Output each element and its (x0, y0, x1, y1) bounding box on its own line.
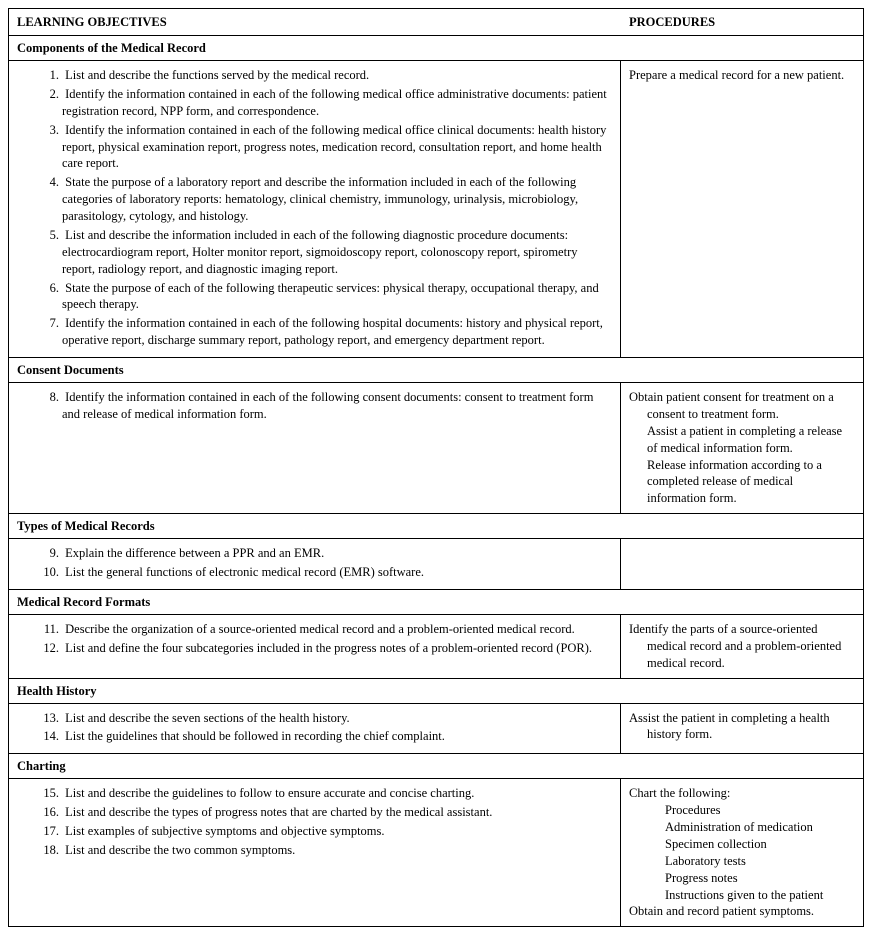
objectives-list: 9. Explain the difference between a PPR … (17, 545, 612, 581)
section-content-row: 9. Explain the difference between a PPR … (9, 539, 863, 590)
section-content-row: 8. Identify the information contained in… (9, 383, 863, 514)
procedure-line: Procedures (629, 802, 855, 819)
objective-item: 13. List and describe the seven sections… (62, 710, 612, 727)
procedure-line: Release information according to a (629, 457, 855, 474)
objective-item: 16. List and describe the types of progr… (62, 804, 612, 821)
objective-item: 11. Describe the organization of a sourc… (62, 621, 612, 638)
objective-number: 11. (45, 621, 59, 638)
procedure-line: Administration of medication (629, 819, 855, 836)
procedure-line: of medical information form. (629, 440, 855, 457)
objectives-table: LEARNING OBJECTIVES PROCEDURES Component… (8, 8, 864, 927)
objectives-list: 11. Describe the organization of a sourc… (17, 621, 612, 657)
table-header-row: LEARNING OBJECTIVES PROCEDURES (9, 9, 863, 36)
objective-number: 14. (45, 728, 59, 745)
objective-item: 1. List and describe the functions serve… (62, 67, 612, 84)
section-header: Components of the Medical Record (9, 36, 863, 61)
procedure-line: information form. (629, 490, 855, 507)
procedure-line: Specimen collection (629, 836, 855, 853)
objective-item: 18. List and describe the two common sym… (62, 842, 612, 859)
objective-number: 1. (45, 67, 59, 84)
objective-number: 6. (45, 280, 59, 297)
objective-item: 10. List the general functions of electr… (62, 564, 612, 581)
section-content-row: 11. Describe the organization of a sourc… (9, 615, 863, 679)
procedure-line: Chart the following: (629, 785, 855, 802)
procedure-line: Prepare a medical record for a new patie… (629, 67, 855, 84)
objectives-list: 8. Identify the information contained in… (17, 389, 612, 423)
objective-number: 3. (45, 122, 59, 139)
section-header: Consent Documents (9, 358, 863, 383)
objective-number: 17. (45, 823, 59, 840)
objective-number: 2. (45, 86, 59, 103)
procedure-line: Obtain patient consent for treatment on … (629, 389, 855, 406)
section-content-row: 1. List and describe the functions serve… (9, 61, 863, 358)
objective-number: 10. (45, 564, 59, 581)
objective-number: 13. (45, 710, 59, 727)
objective-number: 5. (45, 227, 59, 244)
objectives-cell: 13. List and describe the seven sections… (9, 704, 621, 754)
procedure-line: Assist a patient in completing a release (629, 423, 855, 440)
objective-item: 8. Identify the information contained in… (62, 389, 612, 423)
procedure-line: Instructions given to the patient (629, 887, 855, 904)
objective-number: 18. (45, 842, 59, 859)
procedure-line: medical record. (629, 655, 855, 672)
procedure-line: history form. (629, 726, 855, 743)
objectives-cell: 9. Explain the difference between a PPR … (9, 539, 621, 589)
procedure-line: Obtain and record patient symptoms. (629, 903, 855, 920)
section-content-row: 15. List and describe the guidelines to … (9, 779, 863, 926)
section-header: Types of Medical Records (9, 514, 863, 539)
procedure-line: medical record and a problem-oriented (629, 638, 855, 655)
header-procedures: PROCEDURES (621, 9, 863, 35)
objective-item: 17. List examples of subjective symptoms… (62, 823, 612, 840)
procedures-cell: Chart the following:ProceduresAdministra… (621, 779, 863, 926)
objective-item: 2. Identify the information contained in… (62, 86, 612, 120)
objectives-list: 15. List and describe the guidelines to … (17, 785, 612, 859)
procedures-cell: Assist the patient in completing a healt… (621, 704, 863, 754)
objective-number: 12. (45, 640, 59, 657)
procedure-line: Identify the parts of a source-oriented (629, 621, 855, 638)
procedure-line: Assist the patient in completing a healt… (629, 710, 855, 727)
objective-item: 6. State the purpose of each of the foll… (62, 280, 612, 314)
procedures-cell: Identify the parts of a source-orientedm… (621, 615, 863, 678)
section-header: Health History (9, 679, 863, 704)
objective-item: 5. List and describe the information inc… (62, 227, 612, 278)
objective-number: 9. (45, 545, 59, 562)
section-header: Charting (9, 754, 863, 779)
objective-item: 3. Identify the information contained in… (62, 122, 612, 173)
objective-number: 8. (45, 389, 59, 406)
procedure-line: Progress notes (629, 870, 855, 887)
procedure-line: Laboratory tests (629, 853, 855, 870)
procedure-line: consent to treatment form. (629, 406, 855, 423)
objectives-list: 13. List and describe the seven sections… (17, 710, 612, 746)
objective-item: 7. Identify the information contained in… (62, 315, 612, 349)
section-content-row: 13. List and describe the seven sections… (9, 704, 863, 755)
objectives-cell: 15. List and describe the guidelines to … (9, 779, 621, 926)
procedures-cell (621, 539, 863, 589)
section-header: Medical Record Formats (9, 590, 863, 615)
objective-item: 4. State the purpose of a laboratory rep… (62, 174, 612, 225)
objective-item: 15. List and describe the guidelines to … (62, 785, 612, 802)
objective-number: 7. (45, 315, 59, 332)
objective-number: 16. (45, 804, 59, 821)
objectives-cell: 11. Describe the organization of a sourc… (9, 615, 621, 678)
objective-item: 14. List the guidelines that should be f… (62, 728, 612, 745)
header-learning-objectives: LEARNING OBJECTIVES (9, 9, 621, 35)
procedures-cell: Obtain patient consent for treatment on … (621, 383, 863, 513)
objective-item: 12. List and define the four subcategori… (62, 640, 612, 657)
objectives-list: 1. List and describe the functions serve… (17, 67, 612, 349)
objective-number: 4. (45, 174, 59, 191)
objectives-cell: 1. List and describe the functions serve… (9, 61, 621, 357)
objective-item: 9. Explain the difference between a PPR … (62, 545, 612, 562)
objective-number: 15. (45, 785, 59, 802)
procedure-line: completed release of medical (629, 473, 855, 490)
objectives-cell: 8. Identify the information contained in… (9, 383, 621, 513)
procedures-cell: Prepare a medical record for a new patie… (621, 61, 863, 357)
